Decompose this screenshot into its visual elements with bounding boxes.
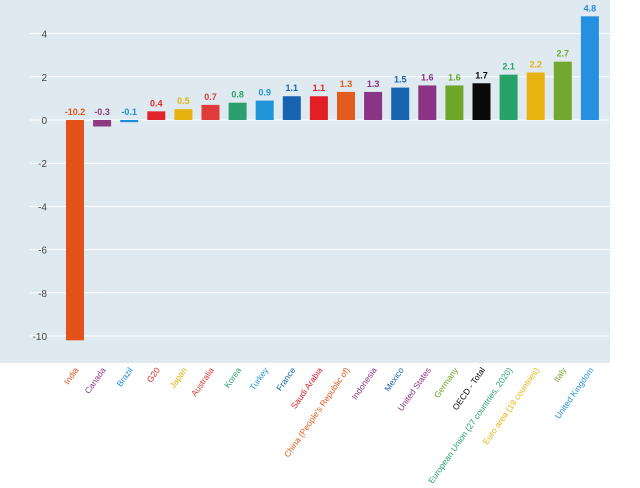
x-tick-label: India [62,365,81,386]
data-label: 0.9 [258,88,271,98]
bar [228,102,247,120]
y-tick-label: -10 [33,332,48,343]
y-axis: -10 -8 -6 -4 -2 0 2 4 [33,30,48,343]
data-label: 1.5 [394,75,407,85]
bar [580,16,599,120]
bar [337,91,355,120]
bar [201,104,220,120]
data-label: -0.1 [121,107,137,117]
bar [418,85,437,120]
data-label: -10.2 [65,107,86,117]
data-label: 1.1 [286,83,299,93]
x-tick-label: France [274,365,298,393]
data-label: 0.5 [177,96,190,106]
data-label: 1.6 [421,72,434,82]
data-label: 1.3 [340,79,353,89]
y-tick-label: 0 [41,116,47,127]
bar [499,74,518,120]
y-tick-label: -8 [38,289,47,300]
bar [120,120,139,123]
x-tick-label: Australia [189,365,216,398]
x-tick-label: Canada [82,365,107,395]
data-label: 4.8 [584,3,597,13]
x-tick-label: Mexico [382,365,406,393]
data-label: 1.3 [367,79,380,89]
data-label: 2.2 [529,59,542,69]
bar [445,85,464,120]
bar [255,100,274,120]
bar [472,83,491,120]
data-label: 0.8 [231,90,244,100]
bar [553,61,572,120]
x-axis-labels: India Canada Brazil G20 Japan Australia Korea T… [62,365,596,486]
data-label: 1.7 [475,70,488,80]
data-label: -0.3 [94,107,110,117]
bar [147,111,166,120]
bar [364,91,383,120]
x-tick-label: G20 [145,365,163,384]
data-label: 2.7 [557,49,570,59]
x-tick-label: Turkey [247,365,270,392]
bar [526,72,545,120]
bar [391,87,410,120]
data-label: 0.7 [204,92,217,102]
x-tick-label: Brazil [114,365,134,388]
y-tick-label: -4 [38,202,47,213]
y-tick-label: -2 [38,159,47,170]
bar [174,109,193,120]
y-tick-label: 4 [41,30,47,41]
x-tick-label: Germany [432,365,461,400]
bar [282,96,301,120]
plot-background [0,0,610,363]
bar [93,120,112,127]
data-label: 1.6 [448,72,461,82]
x-tick-label: Japan [168,365,190,390]
bar [309,96,328,120]
y-tick-label: -6 [38,246,47,257]
data-label: 2.1 [502,62,515,72]
x-tick-label: Korea [222,365,243,390]
x-tick-label: Italy [551,365,569,384]
bar [66,120,84,341]
data-label: 1.1 [313,83,326,93]
value-labels: -10.2 -0.3 -0.1 0.4 0.5 0.7 0.8 0.9 1.1 1.1 1.3 1.3… [65,3,596,117]
bars [66,16,599,341]
y-tick-label: 2 [41,73,47,84]
x-tick-label: Indonesia [349,365,378,401]
data-label: 0.4 [150,98,163,108]
